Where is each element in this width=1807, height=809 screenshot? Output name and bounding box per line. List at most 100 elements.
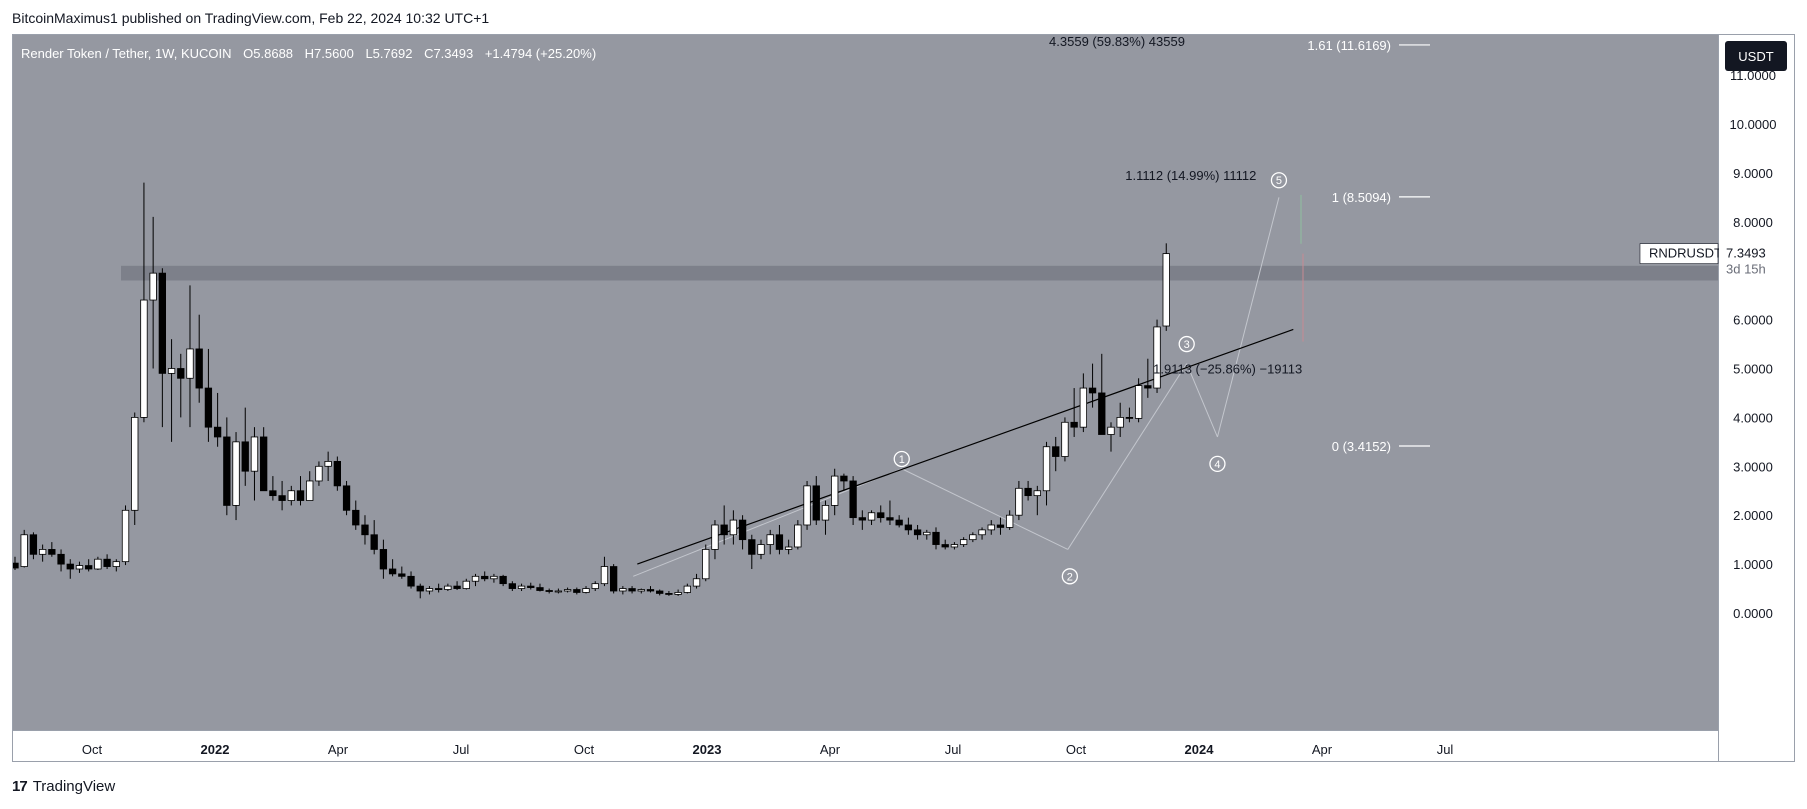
time-tick-label: Jul — [945, 742, 962, 757]
candle-up — [1134, 385, 1143, 419]
candle-up — [950, 544, 959, 548]
price-tick-label: 4.0000 — [1733, 410, 1773, 425]
price-axis[interactable]: 11.000010.00009.00008.00007.00006.00005.… — [1730, 68, 1777, 621]
price-tag — [1719, 243, 1794, 282]
candle-up — [287, 490, 295, 501]
candle-up — [425, 588, 434, 592]
candle-up — [692, 578, 701, 587]
candle-down — [177, 368, 185, 379]
candle-down — [407, 575, 415, 587]
candle-down — [481, 575, 489, 580]
time-tick-label: 2022 — [201, 742, 230, 757]
open-value: 5.8688 — [253, 46, 293, 61]
time-tick-label: Oct — [1066, 742, 1087, 757]
symbol-name: Render Token / Tether, 1W, KUCOIN — [21, 46, 232, 61]
candle-down — [158, 272, 167, 374]
candle-down — [812, 485, 820, 521]
candle-up — [112, 561, 120, 567]
candle-up — [315, 465, 323, 482]
candle-up — [600, 566, 609, 585]
candle-up — [923, 531, 931, 536]
close-value: 7.3493 — [433, 46, 473, 61]
wave-path-segment — [1067, 363, 1188, 550]
candle-down — [296, 490, 305, 501]
candle-down — [204, 387, 213, 428]
wave-path-segment — [633, 468, 902, 577]
candle-down — [775, 534, 784, 550]
candle-up — [75, 565, 84, 570]
candle-down — [260, 436, 268, 492]
candle-up — [867, 512, 876, 521]
candle-up — [121, 509, 130, 563]
candle-up — [1006, 514, 1014, 528]
candle-up — [969, 534, 977, 541]
price-tick-label: 2.0000 — [1733, 508, 1773, 523]
currency-badge[interactable] — [1725, 41, 1787, 71]
candle-down — [849, 480, 857, 519]
candle-down — [66, 563, 74, 570]
ticker-label: RNDRUSDT — [1649, 246, 1722, 261]
time-tick-label: 2023 — [693, 742, 722, 757]
wave-label: 5 — [1276, 175, 1282, 187]
tradingview-brand: TradingView — [32, 778, 116, 795]
candle-up — [757, 544, 765, 555]
candle-down — [213, 426, 222, 438]
candle-up — [959, 539, 968, 545]
candle-down — [1144, 385, 1152, 389]
candle-up — [94, 558, 102, 570]
candle-down — [13, 562, 19, 569]
candle-up — [803, 485, 811, 526]
time-tick-label: Apr — [820, 742, 841, 757]
candle-down — [720, 524, 728, 536]
candle-down — [840, 475, 848, 482]
candle-down — [103, 558, 111, 567]
candle-down — [48, 549, 56, 555]
price-chart[interactable]: 1.61 (11.6169) 1 (8.5094) 0 (3.4152) 4.3559… — [13, 35, 1794, 761]
measurement-label: 1.9113 (−25.86%) −19113 — [1153, 361, 1302, 376]
candle-up — [978, 529, 986, 536]
price-axis-background — [1719, 35, 1794, 761]
tradingview-footer[interactable]: 17 TradingView — [12, 778, 115, 795]
candle-down — [913, 529, 922, 536]
candle-up — [702, 549, 710, 580]
candle-up — [1033, 490, 1041, 497]
price-tick-label: 11.0000 — [1730, 68, 1776, 83]
wave-path-segment — [1186, 363, 1218, 438]
candle-up — [582, 588, 590, 593]
wave-label-circle — [1270, 172, 1288, 189]
candle-down — [379, 549, 388, 570]
candle-up — [766, 534, 774, 545]
candle-up — [444, 585, 452, 590]
candle-up — [1162, 253, 1170, 327]
candle-down — [886, 517, 894, 521]
candle-down — [738, 519, 747, 541]
candle-up — [131, 416, 139, 511]
candle-up — [490, 575, 498, 580]
candle-up — [1107, 426, 1115, 435]
candle-up — [1079, 387, 1088, 428]
low-value: 5.7692 — [373, 46, 413, 61]
candle-down — [545, 590, 553, 592]
candle-up — [794, 524, 802, 548]
time-axis[interactable]: Oct 2022 Apr Jul Oct 2023 Apr Jul Oct 2024 Apr Jul — [82, 742, 1454, 757]
candle-up — [619, 588, 627, 592]
candle-down — [527, 585, 535, 588]
candle-down — [858, 517, 866, 521]
chart-frame[interactable]: 1.61 (11.6169) 1 (8.5094) 0 (3.4152) 4.3559… — [12, 34, 1795, 762]
candle-down — [342, 485, 351, 511]
time-tick-label: Apr — [1312, 742, 1333, 757]
candle-down — [941, 544, 949, 548]
close-label: C — [424, 46, 433, 61]
candle-down — [361, 524, 369, 536]
candle-up — [324, 461, 332, 467]
candle-up — [821, 505, 830, 521]
candle-down — [748, 539, 756, 555]
wave-label: 4 — [1214, 459, 1220, 471]
bar-countdown: 3d 15h — [1726, 262, 1766, 277]
price-tick-label: 10.0000 — [1730, 117, 1777, 132]
candle-up — [554, 590, 563, 593]
measurement-label: 1.1112 (14.99%) 11112 — [1125, 168, 1256, 183]
candle-up — [186, 348, 194, 379]
low-label: L — [365, 46, 372, 61]
ohlc-legend: Render Token / Tether, 1W, KUCOIN O5.868… — [21, 46, 596, 61]
